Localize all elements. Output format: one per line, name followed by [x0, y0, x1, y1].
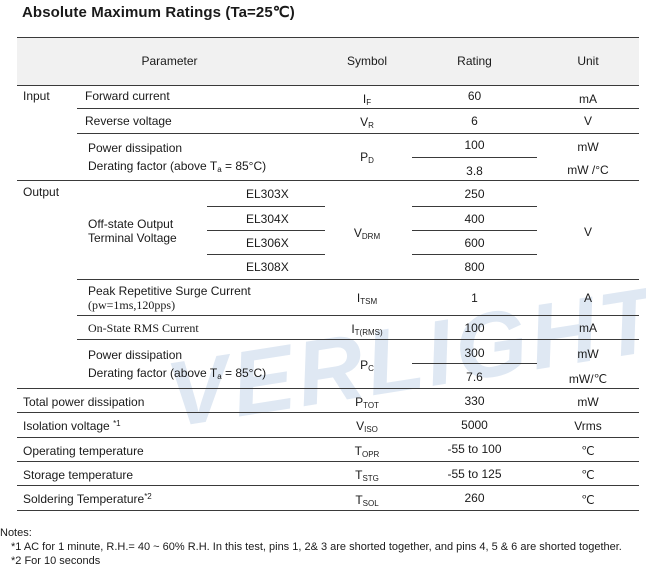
surge-symbol: ITSM: [356, 291, 378, 306]
rating-el308x: 800: [464, 260, 485, 274]
rule: [77, 133, 639, 134]
model-el308x: EL308X: [246, 260, 289, 274]
forward-current-label: Forward current: [85, 89, 170, 103]
offstate-symbol: VDRM: [353, 226, 381, 241]
surge-label: Peak Repetitive Surge Current (pw=1ms,120…: [88, 284, 251, 312]
storage-temp-unit: ℃: [581, 468, 595, 482]
reverse-voltage-label: Reverse voltage: [85, 114, 172, 128]
operating-temp-unit: ℃: [581, 444, 595, 458]
forward-current-rating: 60: [467, 89, 482, 103]
isolation-unit: Vrms: [574, 419, 602, 433]
rms-rating: 100: [464, 321, 485, 335]
header-unit: Unit: [577, 54, 599, 68]
model-el306x: EL306X: [246, 236, 289, 250]
soldering-temp-rating: 260: [464, 491, 485, 505]
header-parameter: Parameter: [141, 54, 198, 68]
total-power-label: Total power dissipation: [23, 395, 145, 409]
surge-rating: 1: [471, 291, 478, 305]
notes: Notes: *1 AC for 1 minute, R.H.= 40 ~ 60…: [0, 526, 622, 568]
rule: [412, 157, 537, 158]
input-power-symbol: PD: [360, 150, 374, 165]
storage-temp-symbol: TSTG: [355, 468, 379, 483]
rule: [207, 254, 325, 255]
soldering-temp-symbol: TSOL: [355, 493, 379, 508]
input-derating-label: Derating factor (above Ta = 85°C): [88, 159, 267, 174]
operating-temp-label: Operating temperature: [23, 444, 144, 458]
offstate-unit: V: [583, 225, 592, 239]
input-derating-unit: mW /°C: [567, 163, 609, 177]
model-el303x: EL303X: [246, 187, 289, 201]
rule: [412, 230, 537, 231]
total-power-unit: mW: [577, 395, 599, 409]
header-rating: Rating: [457, 54, 492, 68]
forward-current-symbol: IF: [362, 92, 372, 107]
storage-temp-label: Storage temperature: [23, 468, 134, 482]
surge-unit: A: [583, 291, 592, 305]
rms-symbol: IT(RMS): [351, 322, 383, 337]
note-2: *2 For 10 seconds: [11, 555, 101, 567]
group-label-output: Output: [23, 185, 60, 199]
operating-temp-symbol: TOPR: [354, 444, 380, 459]
operating-temp-rating: -55 to 100: [447, 442, 502, 456]
reverse-voltage-rating: 6: [471, 114, 478, 128]
group-label-input: Input: [23, 89, 50, 103]
header-symbol: Symbol: [346, 54, 387, 68]
total-power-rating: 330: [464, 394, 485, 408]
input-derating-rating: 3.8: [466, 164, 483, 178]
rating-el306x: 600: [464, 236, 485, 250]
input-power-unit: mW: [577, 140, 599, 154]
rule: [17, 485, 639, 486]
soldering-temp-unit: ℃: [581, 493, 595, 507]
isolation-rating: 5000: [461, 418, 488, 432]
input-power-rating: 100: [464, 138, 485, 152]
rule: [77, 315, 639, 316]
rule: [412, 254, 537, 255]
total-power-symbol: PTOT: [355, 395, 379, 410]
rule: [77, 108, 639, 109]
notes-heading: Notes:: [0, 527, 32, 539]
forward-current-unit: mA: [579, 92, 597, 106]
offstate-label: Off-state Output Terminal Voltage: [88, 217, 177, 245]
rule: [17, 412, 639, 413]
output-derating-unit: mW/℃: [568, 372, 608, 386]
soldering-temp-label: Soldering Temperature*2: [23, 492, 152, 506]
rule: [17, 388, 639, 389]
isolation-symbol: VISO: [356, 419, 378, 434]
rule: [77, 279, 639, 280]
output-power-unit: mW: [577, 347, 599, 361]
rating-el303x: 250: [464, 187, 485, 201]
page-title: Absolute Maximum Ratings (Ta=25℃): [22, 4, 295, 21]
output-derating-label: Derating factor (above Ta = 85°C): [88, 366, 267, 381]
rule: [207, 230, 325, 231]
output-power-symbol: PC: [360, 358, 374, 373]
rule: [412, 363, 537, 364]
output-power-rating: 300: [464, 346, 485, 360]
output-derating-rating: 7.6: [466, 370, 483, 384]
rule: [412, 206, 537, 207]
rms-unit: mA: [579, 321, 597, 335]
table-header: [17, 37, 639, 86]
rms-label: On-State RMS Current: [88, 321, 199, 335]
rule: [207, 206, 325, 207]
rule: [17, 180, 639, 181]
rule: [17, 437, 639, 438]
rating-el304x: 400: [464, 212, 485, 226]
reverse-voltage-unit: V: [583, 114, 592, 128]
output-power-label: Power dissipation: [88, 348, 183, 362]
storage-temp-rating: -55 to 125: [447, 467, 502, 481]
reverse-voltage-symbol: VR: [360, 115, 374, 130]
rule: [17, 510, 639, 511]
rule: [77, 339, 639, 340]
note-1: *1 AC for 1 minute, R.H.= 40 ~ 60% R.H. …: [11, 541, 622, 553]
rule: [17, 461, 639, 462]
isolation-label: Isolation voltage *1: [23, 419, 121, 433]
model-el304x: EL304X: [246, 212, 289, 226]
input-power-label: Power dissipation: [88, 141, 183, 155]
